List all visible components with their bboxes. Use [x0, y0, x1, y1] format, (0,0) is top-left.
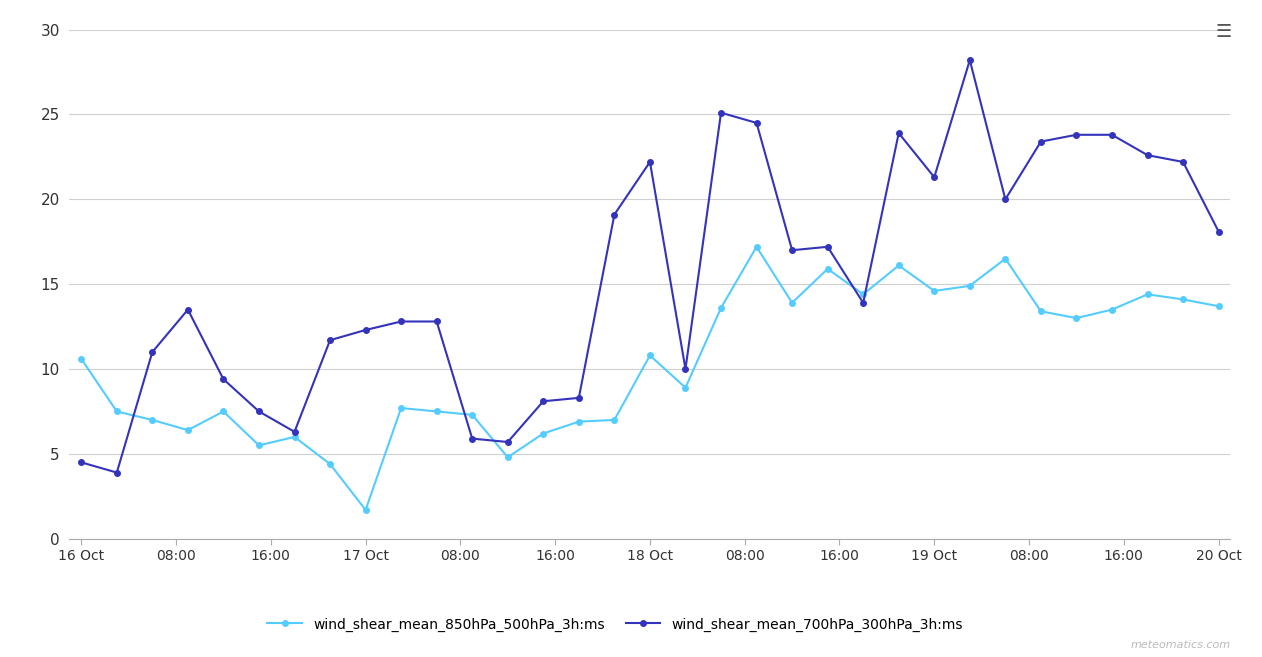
wind_shear_mean_850hPa_500hPa_3h:ms: [785, 299, 800, 307]
wind_shear_mean_700hPa_300hPa_3h:ms: [536, 397, 551, 405]
wind_shear_mean_850hPa_500hPa_3h:ms: [73, 355, 88, 363]
wind_shear_mean_850hPa_500hPa_3h:ms: [642, 351, 658, 359]
wind_shear_mean_850hPa_500hPa_3h:ms: [1212, 302, 1227, 310]
wind_shear_mean_850hPa_500hPa_3h:ms: [429, 407, 444, 415]
wind_shear_mean_700hPa_300hPa_3h:ms: [1140, 151, 1155, 159]
wind_shear_mean_850hPa_500hPa_3h:ms: [216, 407, 231, 415]
wind_shear_mean_850hPa_500hPa_3h:ms: [1140, 290, 1155, 298]
wind_shear_mean_700hPa_300hPa_3h:ms: [323, 336, 338, 344]
wind_shear_mean_850hPa_500hPa_3h:ms: [820, 265, 835, 273]
wind_shear_mean_850hPa_500hPa_3h:ms: [110, 407, 125, 415]
wind_shear_mean_850hPa_500hPa_3h:ms: [1104, 306, 1119, 313]
wind_shear_mean_700hPa_300hPa_3h:ms: [713, 109, 728, 117]
wind_shear_mean_850hPa_500hPa_3h:ms: [358, 506, 374, 514]
wind_shear_mean_850hPa_500hPa_3h:ms: [572, 418, 587, 426]
wind_shear_mean_850hPa_500hPa_3h:ms: [464, 411, 480, 419]
wind_shear_mean_850hPa_500hPa_3h:ms: [1175, 296, 1190, 304]
wind_shear_mean_700hPa_300hPa_3h:ms: [358, 326, 374, 334]
Line: wind_shear_mean_700hPa_300hPa_3h:ms: wind_shear_mean_700hPa_300hPa_3h:ms: [78, 57, 1222, 475]
wind_shear_mean_850hPa_500hPa_3h:ms: [713, 304, 728, 312]
wind_shear_mean_850hPa_500hPa_3h:ms: [998, 255, 1013, 263]
wind_shear_mean_700hPa_300hPa_3h:ms: [926, 173, 941, 181]
wind_shear_mean_850hPa_500hPa_3h:ms: [926, 287, 941, 295]
wind_shear_mean_700hPa_300hPa_3h:ms: [73, 459, 88, 466]
wind_shear_mean_850hPa_500hPa_3h:ms: [286, 433, 302, 441]
wind_shear_mean_700hPa_300hPa_3h:ms: [1069, 131, 1084, 139]
wind_shear_mean_700hPa_300hPa_3h:ms: [785, 246, 800, 254]
wind_shear_mean_700hPa_300hPa_3h:ms: [180, 306, 196, 313]
wind_shear_mean_850hPa_500hPa_3h:ms: [678, 384, 693, 392]
wind_shear_mean_850hPa_500hPa_3h:ms: [536, 430, 551, 438]
wind_shear_mean_700hPa_300hPa_3h:ms: [1175, 158, 1190, 166]
wind_shear_mean_850hPa_500hPa_3h:ms: [145, 416, 160, 424]
wind_shear_mean_700hPa_300hPa_3h:ms: [500, 438, 515, 446]
wind_shear_mean_700hPa_300hPa_3h:ms: [607, 211, 622, 219]
wind_shear_mean_850hPa_500hPa_3h:ms: [500, 453, 515, 461]
wind_shear_mean_700hPa_300hPa_3h:ms: [110, 468, 125, 476]
wind_shear_mean_700hPa_300hPa_3h:ms: [394, 317, 409, 325]
wind_shear_mean_700hPa_300hPa_3h:ms: [572, 394, 587, 402]
wind_shear_mean_700hPa_300hPa_3h:ms: [820, 243, 835, 251]
wind_shear_mean_850hPa_500hPa_3h:ms: [891, 261, 906, 269]
Text: ☰: ☰: [1215, 23, 1232, 41]
wind_shear_mean_700hPa_300hPa_3h:ms: [1034, 138, 1049, 146]
wind_shear_mean_850hPa_500hPa_3h:ms: [1034, 307, 1049, 315]
Legend: wind_shear_mean_850hPa_500hPa_3h:ms, wind_shear_mean_700hPa_300hPa_3h:ms: wind_shear_mean_850hPa_500hPa_3h:ms, win…: [261, 612, 968, 637]
Text: meteomatics.com: meteomatics.com: [1131, 641, 1230, 650]
wind_shear_mean_850hPa_500hPa_3h:ms: [251, 442, 266, 449]
wind_shear_mean_700hPa_300hPa_3h:ms: [998, 195, 1013, 203]
wind_shear_mean_700hPa_300hPa_3h:ms: [962, 57, 977, 64]
wind_shear_mean_700hPa_300hPa_3h:ms: [286, 428, 302, 436]
wind_shear_mean_850hPa_500hPa_3h:ms: [607, 416, 622, 424]
wind_shear_mean_850hPa_500hPa_3h:ms: [962, 282, 977, 290]
Line: wind_shear_mean_850hPa_500hPa_3h:ms: wind_shear_mean_850hPa_500hPa_3h:ms: [78, 244, 1222, 512]
wind_shear_mean_850hPa_500hPa_3h:ms: [180, 426, 196, 434]
wind_shear_mean_700hPa_300hPa_3h:ms: [678, 365, 693, 373]
wind_shear_mean_700hPa_300hPa_3h:ms: [145, 348, 160, 356]
wind_shear_mean_700hPa_300hPa_3h:ms: [251, 407, 266, 415]
wind_shear_mean_700hPa_300hPa_3h:ms: [748, 119, 764, 127]
wind_shear_mean_700hPa_300hPa_3h:ms: [216, 375, 231, 383]
wind_shear_mean_850hPa_500hPa_3h:ms: [856, 290, 871, 298]
wind_shear_mean_700hPa_300hPa_3h:ms: [856, 299, 871, 307]
wind_shear_mean_700hPa_300hPa_3h:ms: [1104, 131, 1119, 139]
wind_shear_mean_700hPa_300hPa_3h:ms: [429, 317, 444, 325]
wind_shear_mean_850hPa_500hPa_3h:ms: [394, 404, 409, 412]
wind_shear_mean_700hPa_300hPa_3h:ms: [891, 129, 906, 137]
wind_shear_mean_850hPa_500hPa_3h:ms: [748, 243, 764, 251]
wind_shear_mean_700hPa_300hPa_3h:ms: [464, 435, 480, 443]
wind_shear_mean_700hPa_300hPa_3h:ms: [1212, 227, 1227, 235]
wind_shear_mean_700hPa_300hPa_3h:ms: [642, 158, 658, 166]
wind_shear_mean_850hPa_500hPa_3h:ms: [323, 460, 338, 468]
wind_shear_mean_850hPa_500hPa_3h:ms: [1069, 314, 1084, 322]
